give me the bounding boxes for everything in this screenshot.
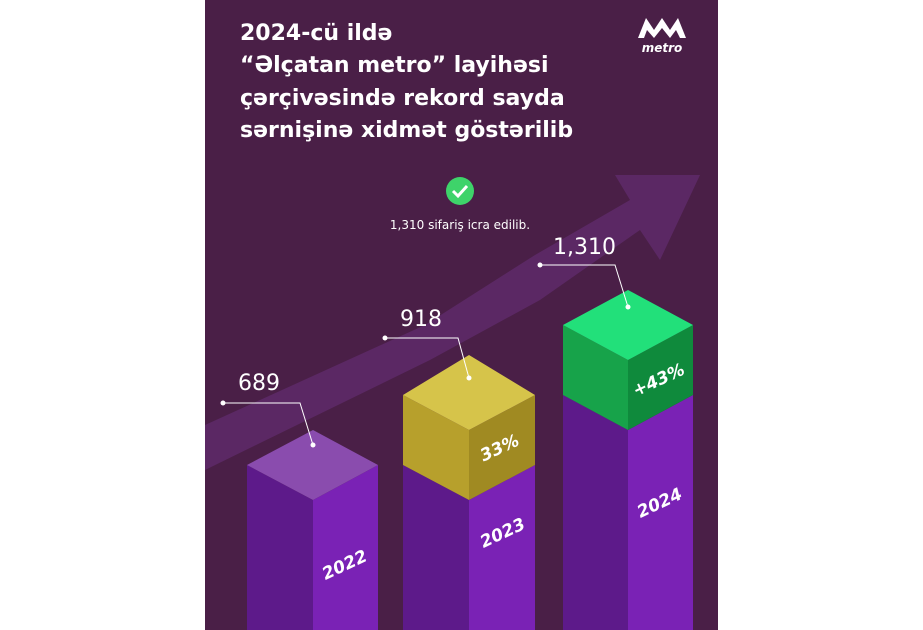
value-label: 918 bbox=[400, 307, 442, 332]
note: 1,310 sifariş icra edilib. bbox=[390, 218, 530, 232]
growth-arrow bbox=[205, 175, 700, 470]
value-label: 689 bbox=[238, 371, 280, 396]
logo-text: metro bbox=[642, 41, 683, 55]
check-icon bbox=[446, 177, 474, 205]
leaders bbox=[220, 262, 631, 448]
column-face bbox=[313, 465, 378, 630]
column-face bbox=[469, 465, 535, 630]
value-label: 1,310 bbox=[553, 235, 616, 260]
title-line: 2024-cü ildə bbox=[240, 21, 392, 46]
check-mark bbox=[451, 184, 469, 199]
title: 2024-cü ildə “Əlçatan metro” layihəsi çə… bbox=[240, 21, 573, 143]
column-top bbox=[247, 430, 378, 500]
title-line: çərçivəsində rekord sayda bbox=[240, 86, 565, 111]
column-face bbox=[403, 465, 469, 630]
column-face bbox=[563, 395, 628, 630]
title-line: “Əlçatan metro” layihəsi bbox=[240, 53, 549, 78]
column-face bbox=[247, 465, 313, 630]
column-face bbox=[628, 395, 693, 630]
cube-top bbox=[403, 355, 535, 430]
title-line: sərnişinə xidmət göstərilib bbox=[240, 118, 573, 143]
logo: metro bbox=[638, 18, 686, 55]
cube-top bbox=[563, 290, 693, 360]
